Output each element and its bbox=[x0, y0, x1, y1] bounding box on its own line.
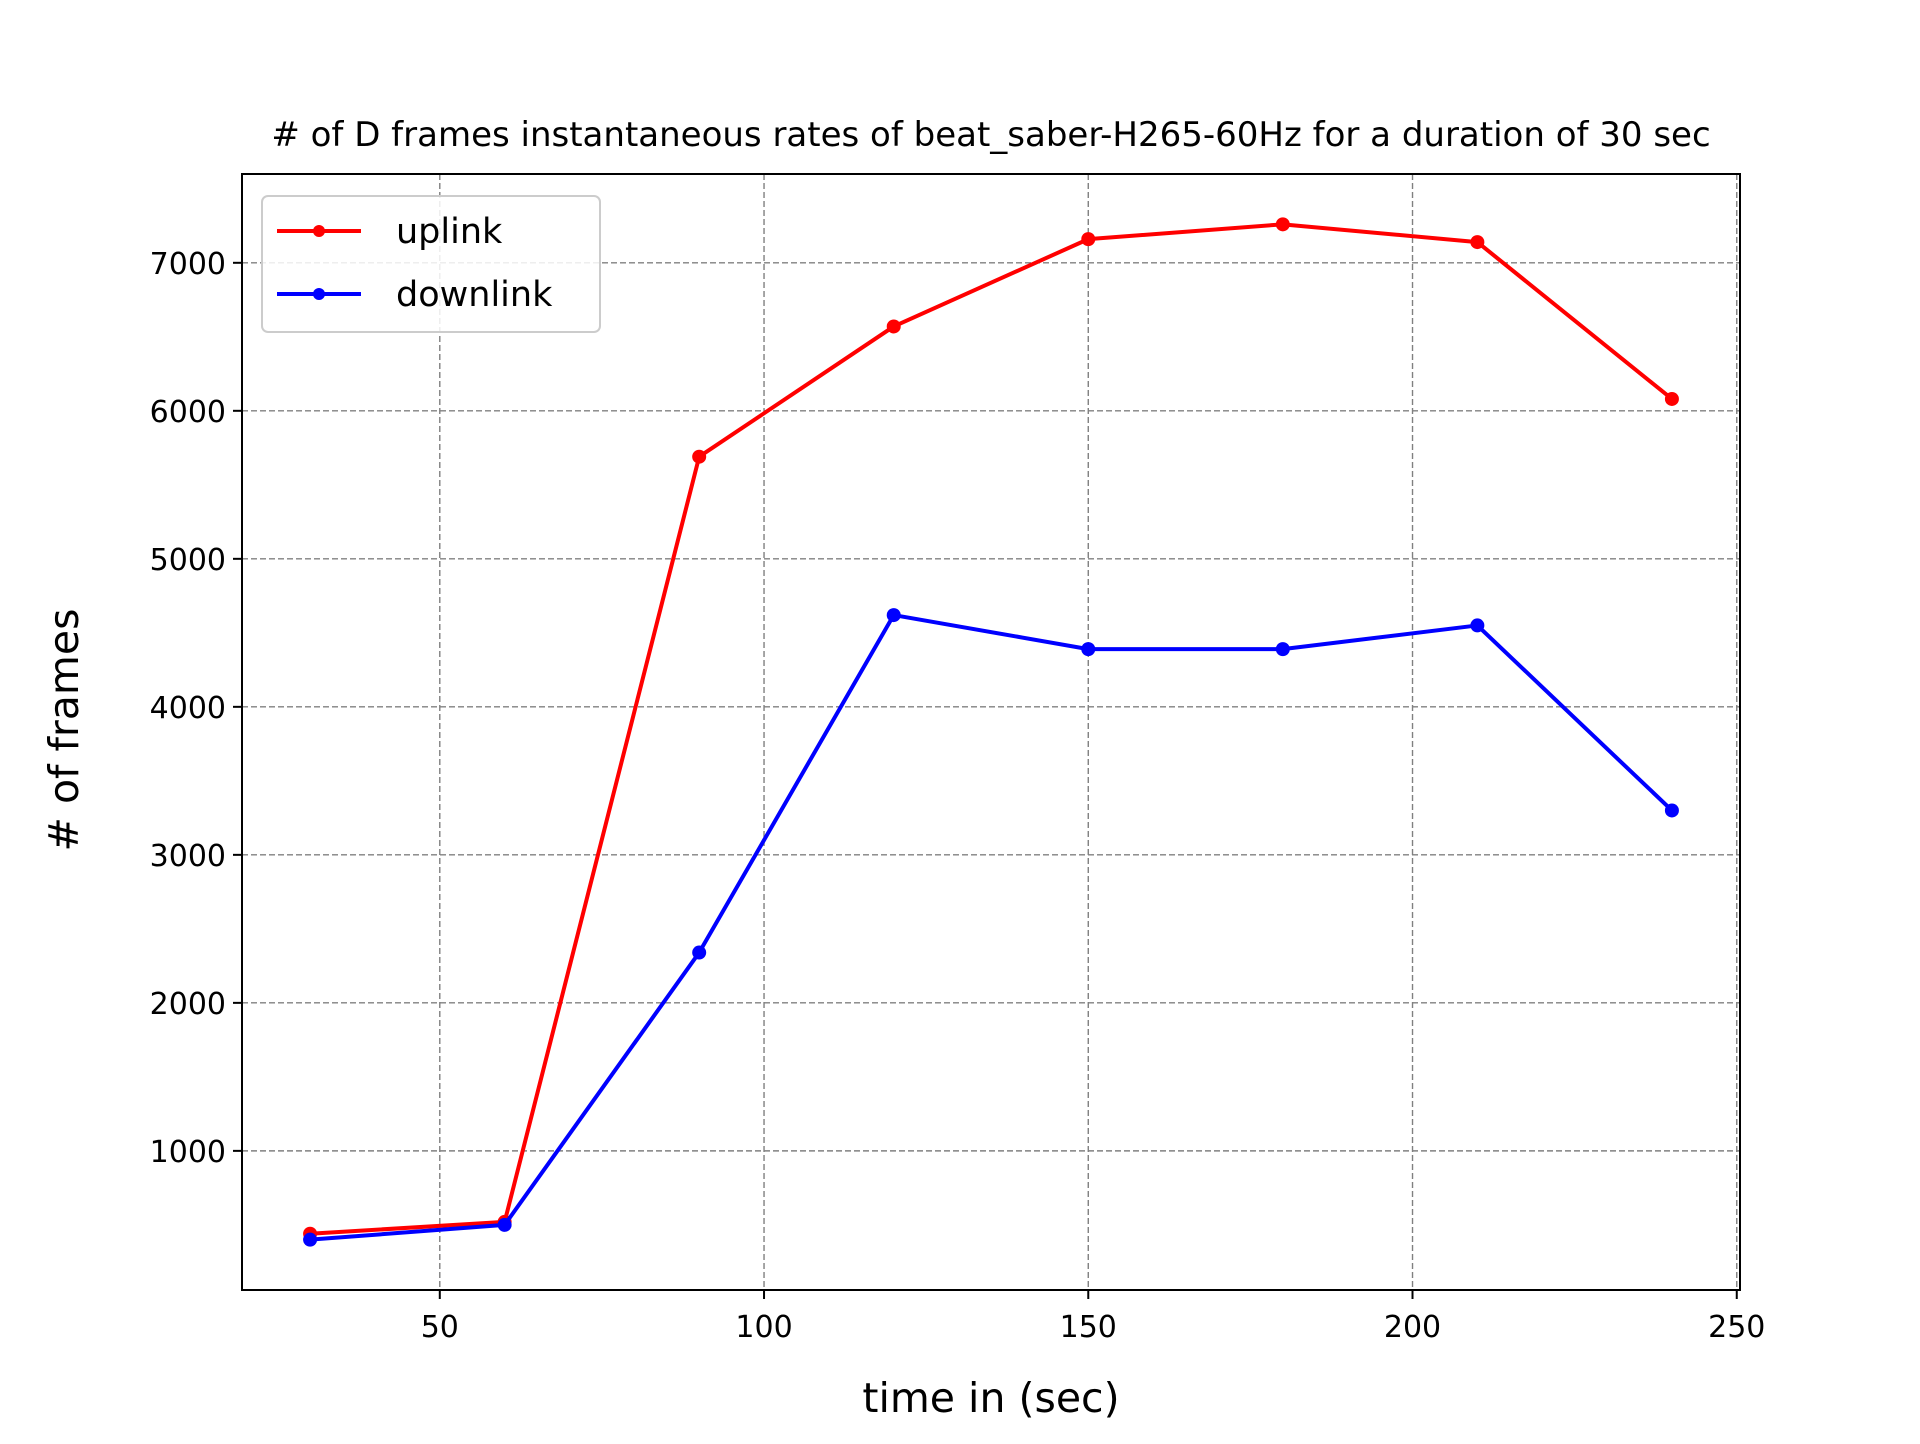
x-tick-label: 100 bbox=[735, 1310, 792, 1345]
y-tick-label: 7000 bbox=[150, 247, 226, 282]
data-point-downlink bbox=[1664, 803, 1679, 818]
y-tick-label: 3000 bbox=[150, 839, 226, 874]
data-point-uplink bbox=[692, 449, 707, 464]
y-tick-label: 4000 bbox=[150, 691, 226, 726]
legend-label-downlink: downlink bbox=[396, 275, 553, 315]
grid-lines bbox=[242, 174, 1740, 1290]
data-point-uplink bbox=[886, 319, 901, 334]
y-tick-label: 1000 bbox=[150, 1135, 226, 1170]
data-point-downlink bbox=[1470, 618, 1485, 633]
plot-area-frame bbox=[241, 173, 1741, 1291]
x-tick-label: 200 bbox=[1384, 1310, 1441, 1345]
data-point-downlink bbox=[886, 608, 901, 623]
x-tick-label: 50 bbox=[421, 1310, 459, 1345]
x-tick-label: 150 bbox=[1060, 1310, 1117, 1345]
series-downlink bbox=[303, 608, 1679, 1247]
y-axis-ticks: 1000 2000 3000 4000 5000 6000 7000 bbox=[150, 247, 242, 1170]
data-point-downlink bbox=[303, 1232, 318, 1247]
data-point-uplink bbox=[1275, 217, 1290, 232]
legend-marker-uplink bbox=[313, 225, 325, 237]
legend-marker-downlink bbox=[313, 288, 325, 300]
data-point-uplink bbox=[1470, 235, 1485, 250]
x-axis-title: time in (sec) bbox=[862, 1374, 1119, 1422]
y-tick-label: 6000 bbox=[150, 395, 226, 430]
data-point-downlink bbox=[1081, 642, 1096, 657]
series-line-downlink bbox=[308, 613, 1674, 1242]
chart-title: # of D frames instantaneous rates of bea… bbox=[271, 115, 1710, 155]
series-layer bbox=[303, 217, 1679, 1247]
data-point-uplink bbox=[1081, 232, 1096, 247]
data-point-downlink bbox=[497, 1217, 512, 1232]
y-axis-title: # of frames bbox=[40, 609, 88, 852]
data-point-downlink bbox=[692, 945, 707, 960]
data-point-downlink bbox=[1275, 642, 1290, 657]
x-axis-ticks: 50 100 150 200 250 bbox=[421, 1290, 1765, 1345]
series-line-uplink bbox=[308, 222, 1674, 1236]
legend-label-uplink: uplink bbox=[396, 212, 503, 252]
y-tick-label: 2000 bbox=[150, 987, 226, 1022]
legend: uplink downlink bbox=[261, 195, 601, 333]
data-point-uplink bbox=[1664, 391, 1679, 406]
y-tick-label: 5000 bbox=[150, 543, 226, 578]
x-tick-label: 250 bbox=[1708, 1310, 1765, 1345]
